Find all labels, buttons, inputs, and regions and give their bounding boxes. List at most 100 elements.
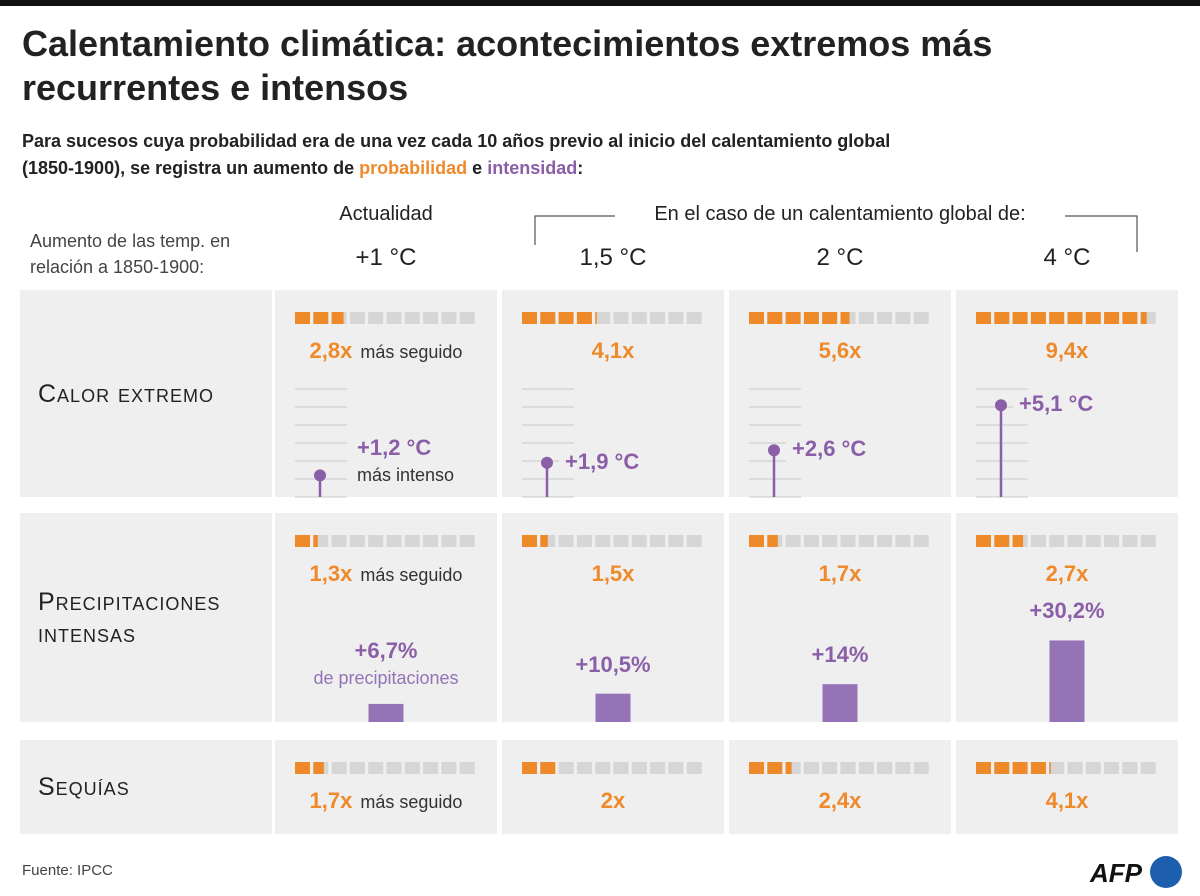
- probability-square-bg: [1122, 535, 1138, 547]
- probability-square-bg: [1030, 535, 1046, 547]
- probability-square-bg: [386, 535, 402, 547]
- row-label: Calor extremo: [38, 379, 215, 408]
- intensity-dot: [314, 469, 326, 482]
- probability-square: [767, 535, 778, 547]
- probability-note: más seguido: [360, 342, 463, 362]
- probability-square: [1049, 762, 1051, 774]
- intensity-note: más intenso: [357, 465, 455, 486]
- probability-square-bg: [459, 312, 475, 324]
- probability-label-group: 2,8x más seguido: [275, 338, 497, 364]
- probability-square: [331, 312, 344, 324]
- probability-label-group: 9,4x: [956, 338, 1178, 364]
- probability-square: [313, 762, 324, 774]
- probability-square: [522, 535, 537, 547]
- probability-square: [822, 312, 838, 324]
- column-header: 1,5 °C: [579, 244, 647, 271]
- probability-label: 2x: [600, 788, 626, 813]
- subtitle-and: e: [472, 158, 483, 178]
- column-header: 2 °C: [816, 244, 864, 271]
- column-header: 4 °C: [1043, 244, 1091, 271]
- probability-square: [976, 762, 991, 774]
- intensity-bar: [595, 693, 631, 722]
- intensity-dot: [995, 399, 1007, 412]
- probability-label-group: 1,7x más seguido: [275, 788, 497, 814]
- probability-square-bg: [1122, 762, 1138, 774]
- probability-square: [595, 312, 597, 324]
- probability-square-bg: [441, 762, 457, 774]
- probability-square: [540, 762, 556, 774]
- header-row-label: Aumento de las temp. en relación a 1850-…: [30, 231, 231, 277]
- probability-square-bg: [459, 762, 475, 774]
- probability-square: [1085, 312, 1101, 324]
- probability-square: [803, 312, 819, 324]
- logo: AFP: [1090, 858, 1142, 888]
- probability-square: [1012, 312, 1028, 324]
- cell-panel: [275, 513, 497, 722]
- probability-square: [1030, 312, 1046, 324]
- probability-square-bg: [595, 312, 611, 324]
- probability-square-bg: [404, 762, 420, 774]
- column-header: +1 °C: [355, 244, 417, 271]
- cell-panel: [729, 740, 951, 834]
- probability-square-bg: [913, 762, 929, 774]
- probability-label: 9,4x: [1045, 338, 1089, 363]
- probability-square-bg: [1104, 535, 1120, 547]
- probability-square: [994, 762, 1010, 774]
- cell-panel: [956, 740, 1178, 834]
- row-label-panel: [20, 740, 272, 834]
- probability-square-bg: [386, 762, 402, 774]
- header-future: En el caso de un calentamiento global de…: [615, 203, 1065, 226]
- intensity-bar: [368, 703, 404, 722]
- probability-square: [558, 312, 574, 324]
- probability-square-bg: [613, 535, 629, 547]
- probability-square-bg: [803, 535, 819, 547]
- probability-square-bg: [1104, 762, 1120, 774]
- probability-square: [1030, 762, 1046, 774]
- intensity-bar: [822, 684, 858, 722]
- probability-square-bg: [913, 312, 929, 324]
- probability-square: [522, 762, 537, 774]
- probability-square: [295, 762, 310, 774]
- subtitle: Para sucesos cuya probabilidad era de un…: [22, 128, 922, 182]
- probability-square-bg: [877, 762, 893, 774]
- probability-square-bg: [1049, 535, 1065, 547]
- probability-label: 1,7x: [309, 788, 353, 813]
- probability-square-bg: [650, 312, 666, 324]
- probability-square-bg: [858, 312, 874, 324]
- probability-label-group: 1,5x: [502, 561, 724, 587]
- probability-label: 2,4x: [818, 788, 862, 813]
- cell-panel: [502, 513, 724, 722]
- probability-square: [976, 312, 991, 324]
- probability-label-group: 2x: [502, 788, 724, 814]
- cell-panel: [275, 290, 497, 497]
- probability-square-bg: [913, 535, 929, 547]
- probability-square-bg: [1067, 535, 1083, 547]
- probability-square-bg: [877, 535, 893, 547]
- probability-square-bg: [349, 535, 365, 547]
- probability-note: más seguido: [360, 792, 463, 812]
- probability-square-bg: [1140, 535, 1156, 547]
- probability-square: [767, 312, 783, 324]
- probability-square-bg: [686, 535, 702, 547]
- probability-square: [1104, 312, 1120, 324]
- probability-square: [767, 762, 783, 774]
- probability-square: [540, 312, 556, 324]
- probability-square-bg: [331, 762, 347, 774]
- probability-square-bg: [686, 762, 702, 774]
- logo-dot: [1150, 856, 1182, 888]
- probability-label: 2,8x: [309, 338, 353, 363]
- probability-square: [840, 312, 850, 324]
- intensity-label: +1,2 °C: [357, 435, 432, 461]
- top-bar: [0, 0, 1200, 6]
- row-label-panel: [20, 290, 272, 497]
- probability-square-bg: [650, 762, 666, 774]
- probability-square: [313, 535, 318, 547]
- probability-square-bg: [858, 762, 874, 774]
- probability-square-bg: [423, 535, 439, 547]
- probability-square-bg: [441, 535, 457, 547]
- probability-square-bg: [1085, 762, 1101, 774]
- probability-square: [576, 312, 592, 324]
- subtitle-probability: probabilidad: [359, 158, 468, 178]
- probability-label-group: 2,7x: [956, 561, 1178, 587]
